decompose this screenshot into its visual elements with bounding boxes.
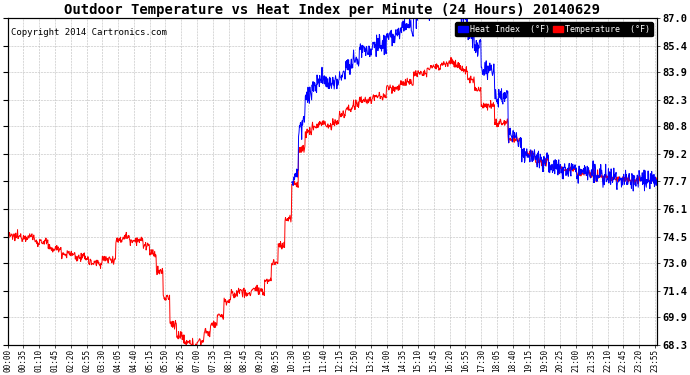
Legend: Heat Index  (°F), Temperature  (°F): Heat Index (°F), Temperature (°F) bbox=[455, 22, 653, 36]
Text: Copyright 2014 Cartronics.com: Copyright 2014 Cartronics.com bbox=[11, 28, 167, 37]
Title: Outdoor Temperature vs Heat Index per Minute (24 Hours) 20140629: Outdoor Temperature vs Heat Index per Mi… bbox=[64, 3, 600, 17]
